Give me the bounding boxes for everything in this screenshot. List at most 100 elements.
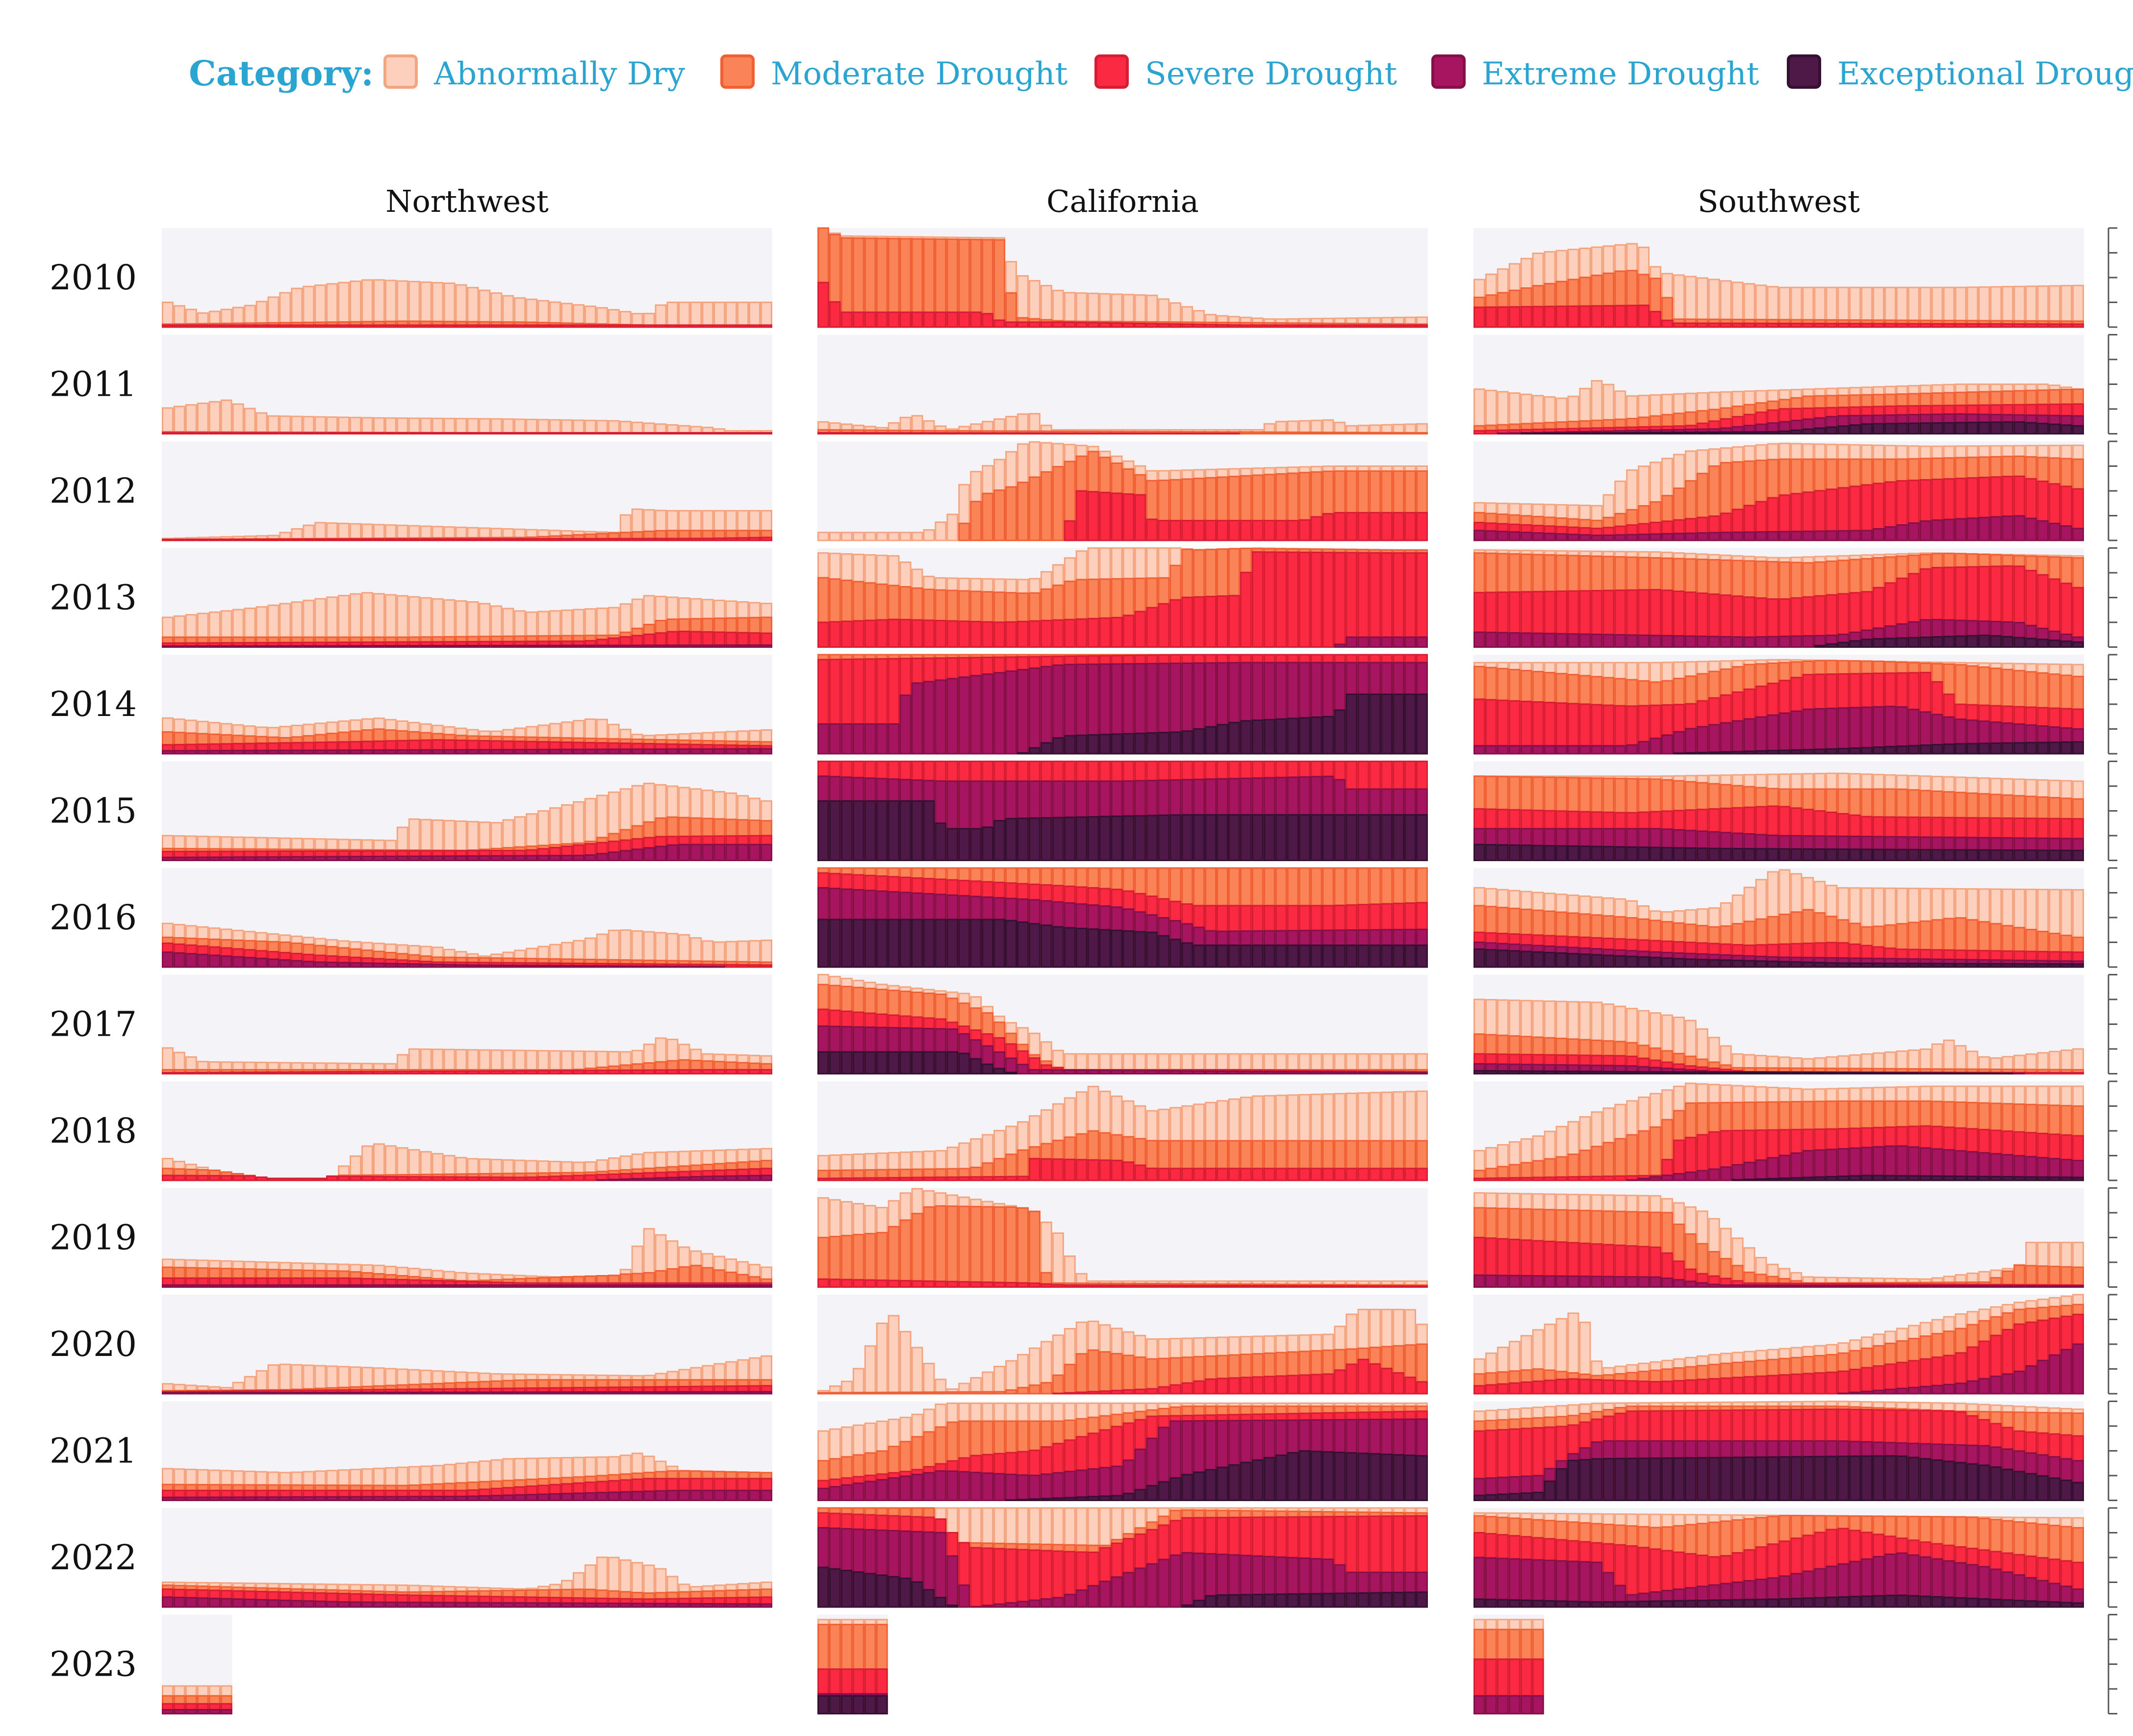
bar-abnormally-dry xyxy=(537,419,550,435)
legend-swatch-extreme-drought xyxy=(1431,54,1466,89)
bar-exceptional-drought xyxy=(1134,1489,1146,1502)
bar-severe-drought xyxy=(208,538,221,541)
bar-extreme-drought xyxy=(1263,1071,1275,1075)
bar-exceptional-drought xyxy=(1017,1499,1029,1502)
bar-severe-drought xyxy=(1122,1389,1135,1395)
bar-extreme-drought xyxy=(408,1284,420,1288)
bar-extreme-drought xyxy=(303,1392,315,1395)
bar-severe-drought xyxy=(1393,324,1405,328)
bar-severe-drought xyxy=(1357,1168,1370,1181)
bar-extreme-drought xyxy=(690,644,702,648)
bar-severe-drought xyxy=(1169,1284,1182,1288)
bar-severe-drought xyxy=(1005,432,1017,434)
bar-severe-drought xyxy=(970,1547,982,1608)
bar-extreme-drought xyxy=(326,749,338,755)
bar-severe-drought xyxy=(502,324,514,328)
bar-severe-drought xyxy=(1381,1168,1393,1181)
bar-severe-drought xyxy=(361,538,373,541)
bar-severe-drought xyxy=(1087,432,1099,435)
bar-extreme-drought xyxy=(970,1472,982,1502)
bar-extreme-drought xyxy=(713,1391,726,1395)
bar-severe-drought xyxy=(1251,551,1264,648)
bar-extreme-drought xyxy=(608,1284,620,1288)
bar-abnormally-dry xyxy=(666,302,679,328)
bar-extreme-drought xyxy=(443,964,456,968)
bar-abnormally-dry xyxy=(455,418,467,434)
bar-exceptional-drought xyxy=(1404,945,1417,968)
bar-extreme-drought xyxy=(923,1472,935,1501)
bar-severe-drought xyxy=(1322,513,1334,541)
bar-severe-drought xyxy=(876,432,888,434)
panel-northwest-2015 xyxy=(162,761,773,862)
bar-moderate-drought xyxy=(1005,1389,1017,1395)
bar-extreme-drought xyxy=(443,855,456,861)
bar-extreme-drought xyxy=(608,1391,620,1395)
bar-severe-drought xyxy=(982,313,994,328)
bar-severe-drought xyxy=(749,964,761,968)
bar-abnormally-dry xyxy=(702,302,714,328)
bar-extreme-drought xyxy=(326,1391,338,1395)
bar-extreme-drought xyxy=(185,1709,197,1714)
bar-moderate-drought xyxy=(970,501,982,541)
bar-extreme-drought xyxy=(876,1479,888,1501)
bar-severe-drought xyxy=(420,1176,432,1181)
bar-extreme-drought xyxy=(1052,1597,1064,1608)
bar-severe-drought xyxy=(279,538,291,541)
year-label-2020: 2020 xyxy=(50,1324,137,1364)
bar-extreme-drought xyxy=(420,1391,432,1395)
bar-moderate-drought xyxy=(1381,432,1393,434)
panel-california-2010 xyxy=(817,227,1428,328)
bar-moderate-drought xyxy=(1263,431,1275,435)
panel-northwest-2012 xyxy=(162,441,773,541)
bar-exceptional-drought xyxy=(1404,693,1417,755)
bar-abnormally-dry xyxy=(479,418,491,434)
bar-severe-drought xyxy=(1193,1168,1205,1181)
bar-extreme-drought xyxy=(737,1489,749,1502)
bar-extreme-drought xyxy=(267,1496,279,1501)
bar-extreme-drought xyxy=(396,1284,408,1288)
bar-extreme-drought xyxy=(970,675,982,755)
bar-exceptional-drought xyxy=(1217,945,1228,968)
bar-abnormally-dry xyxy=(326,416,338,434)
bar-severe-drought xyxy=(291,324,303,328)
bar-exceptional-drought xyxy=(852,919,864,968)
bar-severe-drought xyxy=(291,1177,303,1181)
bar-abnormally-dry xyxy=(432,281,444,328)
bar-severe-drought xyxy=(1005,1282,1017,1288)
bar-extreme-drought xyxy=(1404,636,1417,648)
bar-severe-drought xyxy=(1322,1373,1334,1395)
bar-extreme-drought xyxy=(502,1391,514,1395)
bar-extreme-drought xyxy=(817,1487,829,1502)
bar-severe-drought xyxy=(1275,1285,1287,1288)
panel-northwest-2021 xyxy=(162,1401,773,1502)
bar-severe-drought xyxy=(326,432,338,434)
bar-exceptional-drought xyxy=(1322,715,1334,755)
bar-severe-drought xyxy=(1357,1285,1370,1288)
bar-extreme-drought xyxy=(338,1391,350,1395)
bar-abnormally-dry xyxy=(232,403,244,434)
bar-severe-drought xyxy=(1217,595,1228,648)
bar-exceptional-drought xyxy=(1181,814,1193,861)
bar-severe-drought xyxy=(255,538,268,541)
bar-exceptional-drought xyxy=(1169,731,1182,755)
bar-severe-drought xyxy=(852,1177,864,1181)
bar-extreme-drought xyxy=(631,748,643,755)
panel-california-2011 xyxy=(817,334,1428,435)
bar-extreme-drought xyxy=(749,1284,761,1288)
bar-moderate-drought xyxy=(1369,432,1381,435)
bar-severe-drought xyxy=(1017,432,1029,435)
bar-extreme-drought xyxy=(197,856,209,861)
bar-extreme-drought xyxy=(911,1474,923,1501)
bar-extreme-drought xyxy=(526,748,538,755)
bar-severe-drought xyxy=(350,432,362,434)
bar-extreme-drought xyxy=(1146,1563,1158,1608)
bar-extreme-drought xyxy=(467,1602,479,1608)
bar-severe-drought xyxy=(1287,551,1299,648)
bar-severe-drought xyxy=(1228,1284,1240,1288)
bar-extreme-drought xyxy=(420,1284,432,1288)
bar-moderate-drought xyxy=(946,1391,959,1395)
bar-moderate-drought xyxy=(982,1391,994,1395)
bar-abnormally-dry xyxy=(923,1362,935,1395)
bar-severe-drought xyxy=(1158,520,1170,541)
bar-severe-drought xyxy=(749,324,761,328)
